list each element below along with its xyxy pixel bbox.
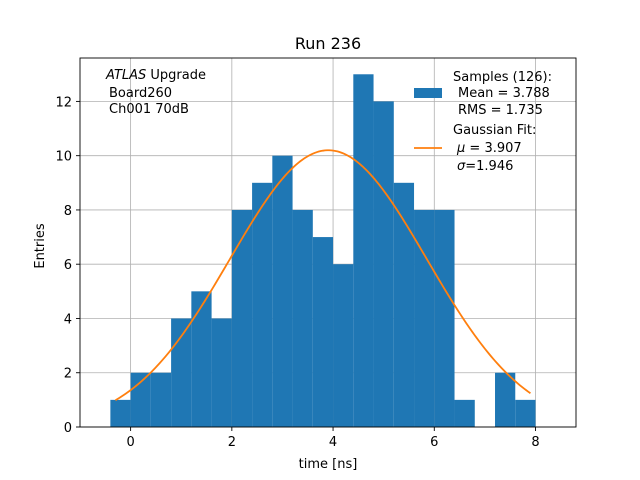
- y-tick-label: 4: [64, 312, 72, 327]
- histogram-bar: [150, 372, 172, 427]
- y-tick-label: 2: [64, 367, 72, 382]
- histogram-bar: [312, 237, 334, 427]
- chart-title: Run 236: [295, 34, 361, 53]
- histogram-bar: [211, 318, 232, 427]
- legend-samples-title: Samples (126):: [453, 70, 552, 85]
- histogram-bar: [252, 182, 273, 427]
- axes: [76, 57, 577, 431]
- y-tick-label: 10: [55, 150, 72, 165]
- y-tick-label: 6: [64, 258, 72, 273]
- x-tick-label: 6: [430, 435, 438, 450]
- sigma-value: =1.946: [465, 159, 513, 174]
- histogram-bar: [272, 155, 293, 428]
- sigma-symbol: σ: [457, 159, 466, 174]
- legend: Samples (126): Mean = 3.788 RMS = 1.735 …: [414, 70, 552, 174]
- histogram-bar: [434, 209, 455, 427]
- x-tick-label: 8: [531, 435, 539, 450]
- annotation-line-2: Board260: [109, 86, 172, 101]
- histogram-bar: [495, 372, 516, 427]
- plot-frame: [79, 57, 577, 428]
- mu-value: = 3.907: [465, 141, 521, 156]
- y-axis-label: Entries: [33, 223, 48, 269]
- annotation: ATLAS Upgrade Board260 Ch001 70dB: [105, 68, 206, 117]
- histogram-bar: [353, 74, 374, 427]
- histogram-bar: [393, 182, 415, 427]
- mu-symbol: μ: [456, 141, 465, 156]
- x-axis-label: time [ns]: [299, 457, 358, 472]
- annotation-line-1: ATLAS Upgrade: [105, 68, 206, 83]
- annotation-line-3: Ch001 70dB: [109, 102, 189, 117]
- histogram-bar: [373, 101, 394, 427]
- histogram-bar: [110, 399, 131, 427]
- x-tick-label: 0: [126, 435, 134, 450]
- legend-samples-rms: RMS = 1.735: [458, 103, 543, 118]
- histogram-bar: [231, 209, 253, 427]
- legend-fit-sigma: σ=1.946: [457, 159, 513, 174]
- histogram-bar: [515, 399, 536, 427]
- tick-labels: 0 2 4 6 8 0 2 4 6 8 10 12: [55, 95, 539, 450]
- annotation-upgrade: Upgrade: [146, 68, 206, 83]
- x-tick-label: 4: [329, 435, 337, 450]
- histogram-bar: [292, 209, 313, 427]
- annotation-atlas: ATLAS: [105, 68, 146, 83]
- histogram-bar: [171, 318, 192, 427]
- y-tick-label: 0: [64, 421, 72, 436]
- legend-samples-patch: [414, 88, 442, 98]
- legend-fit-title: Gaussian Fit:: [453, 123, 536, 138]
- gaussian-fit-curve: [114, 149, 531, 402]
- legend-samples-mean: Mean = 3.788: [458, 86, 550, 101]
- histogram-bar: [454, 399, 475, 427]
- legend-fit-mu: μ = 3.907: [456, 141, 522, 156]
- x-tick-label: 2: [228, 435, 236, 450]
- y-tick-label: 12: [55, 95, 72, 110]
- gaussian-fit: [114, 149, 531, 402]
- y-tick-label: 8: [64, 204, 72, 219]
- histogram-bar: [333, 264, 354, 427]
- histogram-bar: [191, 291, 212, 427]
